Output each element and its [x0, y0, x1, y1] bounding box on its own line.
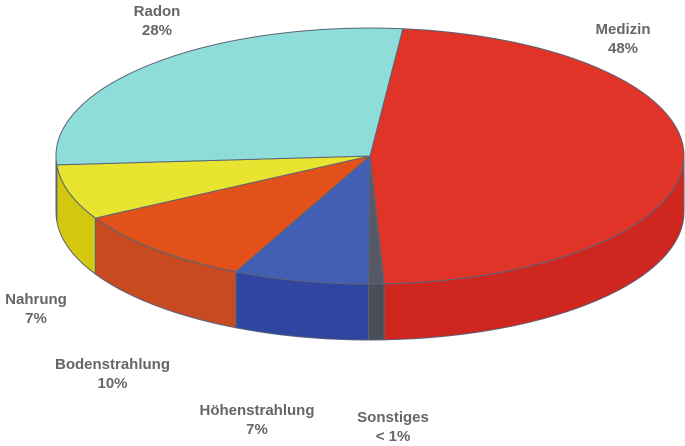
label-bodenstrahlung-name: Bodenstrahlung: [55, 356, 170, 373]
slice-medizin: [369, 28, 685, 285]
pie-slices: [55, 27, 685, 285]
label-hoehenstrahlung-name: Höhenstrahlung: [199, 402, 315, 419]
slice-hohenstrahlung: [235, 155, 371, 285]
label-radon-name: Radon: [133, 3, 181, 20]
slice-radon: [55, 27, 404, 166]
label-sonstiges: Sonstiges < 1%: [343, 408, 443, 446]
label-hoehenstrahlung: Höhenstrahlung 7%: [187, 401, 327, 439]
slice-bodenstrahlung: [94, 155, 371, 273]
label-radon-value: 28%: [141, 22, 173, 39]
label-nahrung-name: Nahrung: [5, 291, 67, 308]
label-nahrung: Nahrung 7%: [0, 290, 76, 328]
label-hoehenstrahlung-value: 7%: [246, 421, 268, 438]
label-medizin-name: Medizin: [595, 21, 651, 38]
label-nahrung-value: 7%: [25, 310, 47, 327]
pie-sides: [55, 155, 685, 341]
label-sonstiges-name: Sonstiges: [357, 409, 429, 426]
label-radon: Radon 28%: [112, 2, 202, 40]
label-bodenstrahlung: Bodenstrahlung 10%: [45, 355, 180, 393]
slice-side-sonstiges: [367, 283, 385, 341]
label-medizin-value: 48%: [607, 40, 639, 57]
label-sonstiges-value: < 1%: [375, 428, 411, 445]
slice-nahrung: [56, 155, 371, 219]
label-medizin: Medizin 48%: [578, 20, 668, 58]
label-bodenstrahlung-value: 10%: [97, 375, 128, 392]
